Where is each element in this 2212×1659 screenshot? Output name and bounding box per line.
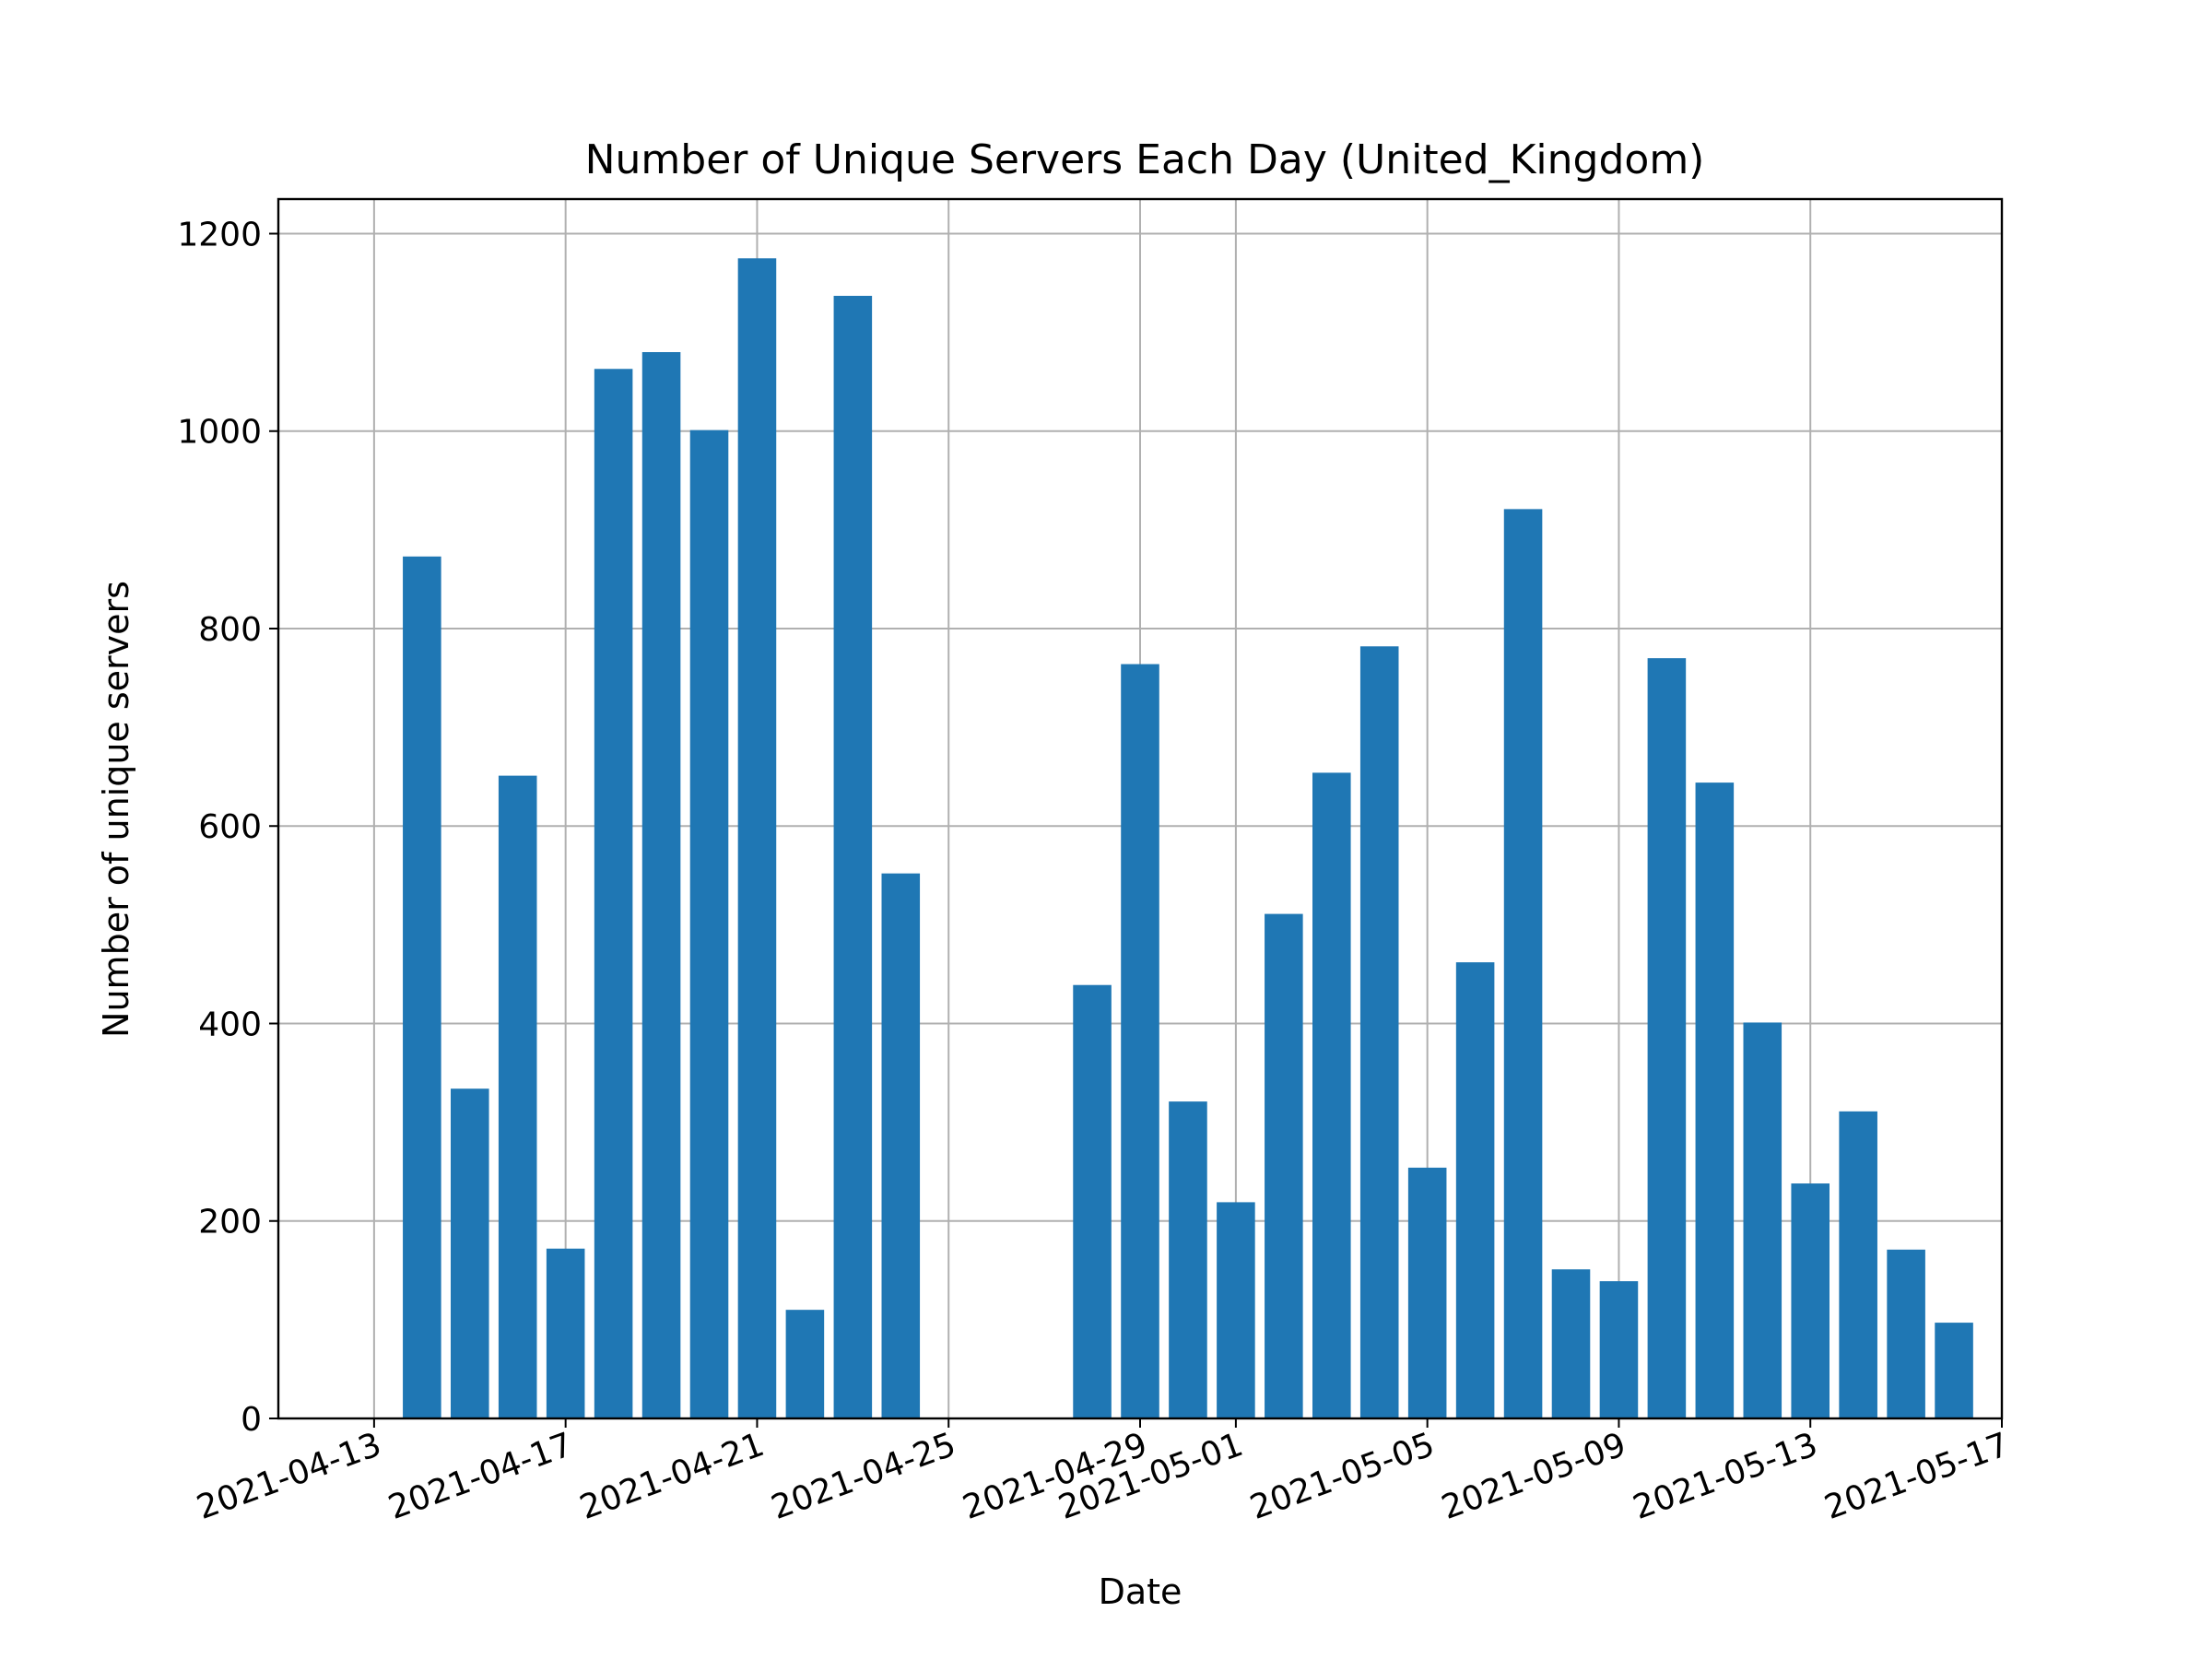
bar [403, 556, 441, 1418]
x-axis-label: Date [1099, 1571, 1182, 1612]
bar [1743, 1022, 1783, 1418]
bar [737, 258, 777, 1418]
y-tick-label: 1000 [177, 414, 262, 452]
bar [1695, 782, 1735, 1418]
y-axis-ticks: 0 200 400 600 800 1000 1200 [177, 216, 278, 1439]
bar [1407, 1167, 1447, 1418]
bar [833, 295, 873, 1419]
bar [881, 873, 921, 1418]
y-tick-label: 600 [198, 808, 262, 846]
bar [1935, 1323, 1973, 1418]
y-axis-label: Number of unique servers [96, 581, 136, 1038]
y-tick-label: 800 [198, 611, 262, 649]
bar [1791, 1183, 1830, 1418]
bar [1073, 984, 1112, 1418]
bar [498, 775, 537, 1418]
bar [1599, 1281, 1639, 1418]
y-tick-label: 200 [198, 1204, 262, 1241]
bar [1312, 772, 1351, 1418]
y-tick-label: 1200 [177, 216, 262, 253]
bar [594, 369, 633, 1418]
bar [1169, 1101, 1207, 1418]
bars [403, 258, 1973, 1419]
bar [641, 352, 681, 1418]
bar [1839, 1111, 1877, 1418]
y-tick-label: 400 [198, 1006, 262, 1043]
bar [1647, 658, 1687, 1418]
bar [1455, 962, 1495, 1418]
bar [1887, 1249, 1925, 1418]
bar [1503, 509, 1543, 1418]
bar [785, 1310, 825, 1418]
bar [451, 1088, 489, 1418]
bar [1265, 913, 1303, 1418]
chart-title: Number of Unique Servers Each Day (Unite… [585, 136, 1705, 183]
bar [689, 429, 729, 1418]
bar [1217, 1202, 1255, 1418]
bar [1359, 646, 1399, 1418]
bar [1121, 664, 1159, 1418]
y-tick-label: 0 [241, 1401, 262, 1439]
bar [1551, 1269, 1591, 1418]
bar [546, 1248, 585, 1418]
